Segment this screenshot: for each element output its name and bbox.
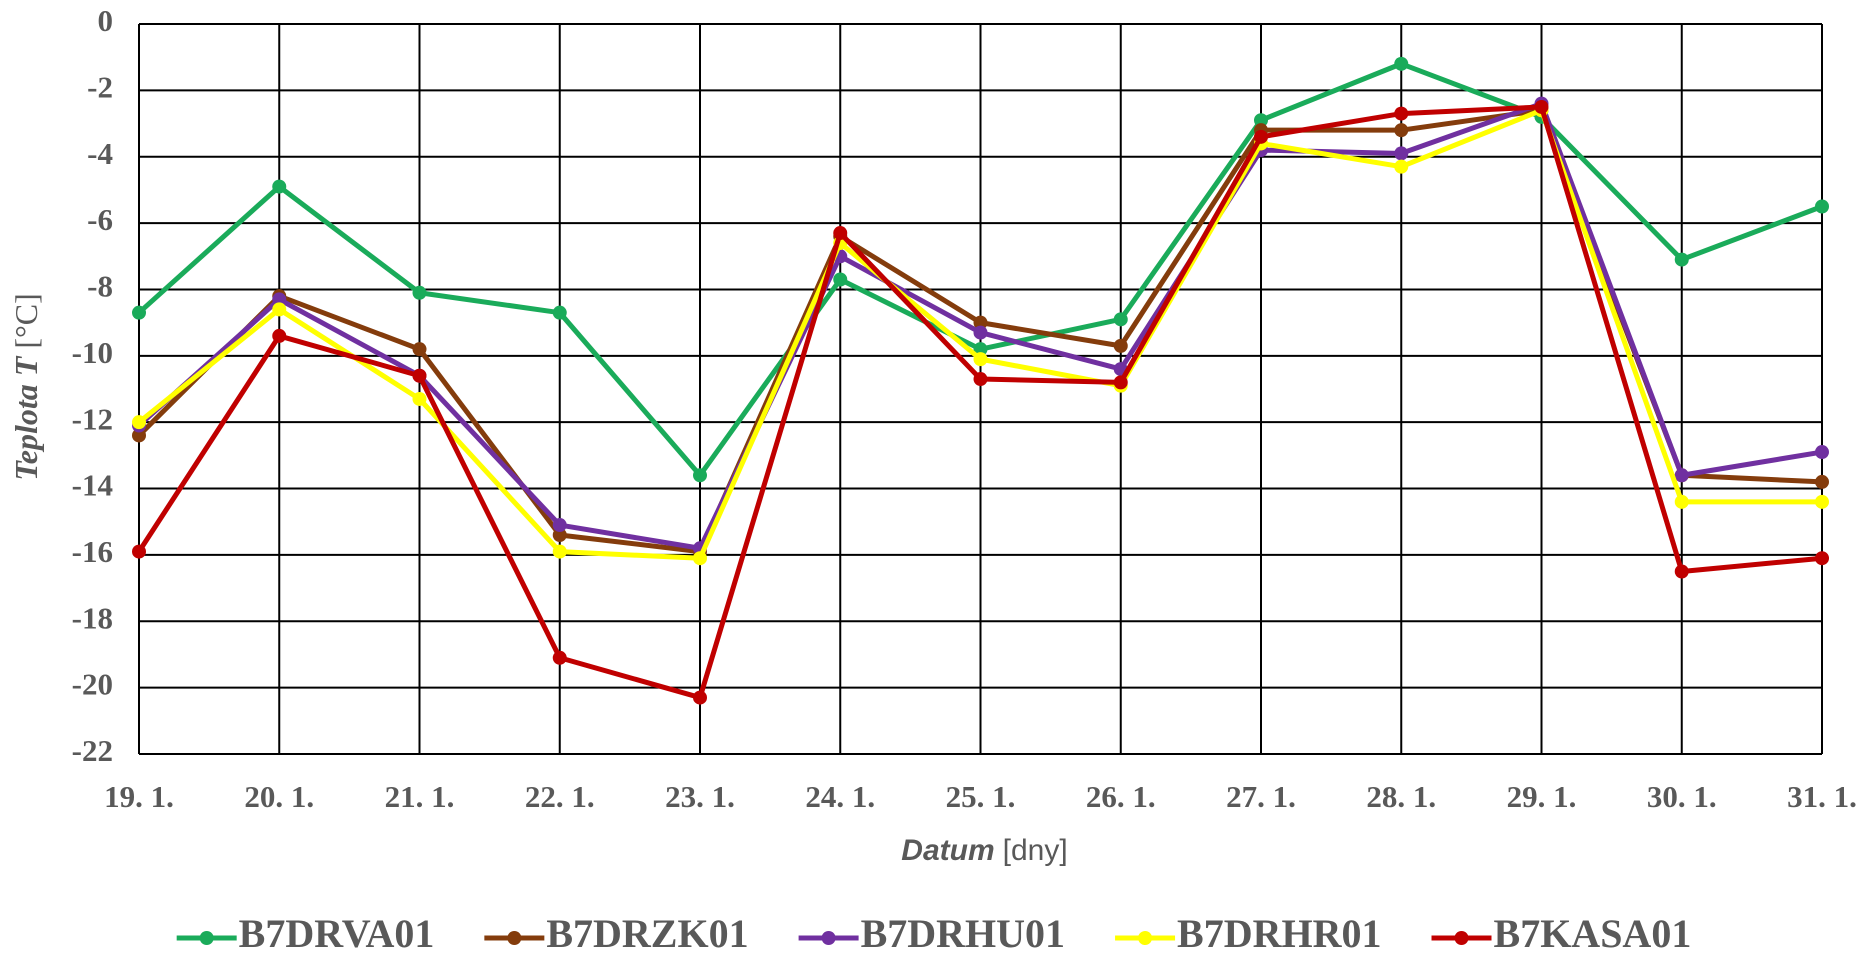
x-label-main: Datum	[901, 834, 994, 867]
data-point	[1394, 106, 1409, 121]
x-tick-label: 24. 1.	[805, 779, 875, 814]
legend-marker	[1454, 931, 1469, 945]
data-point	[1254, 113, 1268, 128]
x-tick-label: 30. 1.	[1647, 779, 1717, 814]
x-tick-label: 28. 1.	[1366, 779, 1436, 814]
y-tick-label: -12	[72, 401, 113, 436]
data-point	[1534, 99, 1549, 114]
y-label-main: Teplota T	[8, 355, 44, 481]
data-point	[272, 328, 287, 343]
data-point	[1394, 159, 1409, 174]
data-point	[412, 391, 427, 406]
data-point	[1394, 56, 1409, 71]
y-tick-label: 0	[98, 3, 114, 38]
x-tick-label: 25. 1.	[946, 779, 1016, 814]
data-point	[973, 325, 988, 340]
data-point	[1394, 146, 1409, 161]
legend-marker	[199, 931, 214, 945]
legend-label: B7DRHU01	[861, 911, 1065, 956]
data-point	[1674, 564, 1689, 579]
x-tick-label: 31. 1.	[1787, 779, 1857, 814]
data-point	[833, 226, 848, 241]
data-point	[1815, 551, 1829, 566]
data-point	[973, 315, 988, 330]
data-point	[552, 528, 567, 542]
data-point	[552, 305, 567, 320]
data-point	[1815, 474, 1829, 489]
data-point	[1254, 129, 1268, 144]
y-tick-label: -10	[72, 335, 113, 370]
legend-marker	[821, 931, 836, 945]
y-tick-label: -2	[87, 69, 113, 104]
data-point	[412, 342, 427, 357]
data-point	[693, 551, 707, 566]
data-point	[272, 302, 287, 317]
legend-label: B7DRHR01	[1177, 911, 1381, 956]
legend-label: B7KASA01	[1494, 911, 1692, 956]
x-tick-label: 20. 1.	[244, 779, 314, 814]
y-tick-label: -18	[72, 600, 113, 635]
data-point	[973, 372, 988, 387]
data-point	[693, 690, 707, 705]
x-tick-label: 27. 1.	[1226, 779, 1296, 814]
data-point	[132, 305, 146, 320]
x-axis-label: Datum [dny]	[901, 834, 1067, 867]
data-point	[132, 415, 146, 430]
legend-marker	[507, 931, 522, 945]
legend-label: B7DRZK01	[546, 911, 748, 956]
y-label-unit: [°C]	[8, 293, 44, 348]
data-point	[1113, 312, 1128, 327]
y-tick-label: -4	[87, 136, 113, 171]
x-tick-label: 23. 1.	[665, 779, 735, 814]
y-axis-label: Teplota T [°C]	[8, 293, 44, 481]
legend-label: B7DRVA01	[239, 911, 435, 956]
data-point	[132, 544, 146, 559]
data-point	[552, 544, 567, 559]
data-point	[1113, 375, 1128, 390]
x-tick-label: 29. 1.	[1507, 779, 1577, 814]
data-point	[1815, 199, 1829, 214]
data-point	[412, 368, 427, 383]
y-tick-label: -20	[72, 667, 113, 702]
x-tick-label: 19. 1.	[104, 779, 174, 814]
data-point	[412, 285, 427, 300]
data-point	[1394, 123, 1409, 138]
data-point	[693, 468, 707, 483]
y-tick-label: -6	[87, 202, 113, 237]
data-point	[1674, 494, 1689, 509]
y-tick-label: -14	[72, 468, 113, 503]
y-tick-label: -22	[72, 733, 113, 768]
legend-marker	[1138, 931, 1153, 945]
x-tick-label: 21. 1.	[385, 779, 455, 814]
data-point	[1113, 338, 1128, 353]
data-point	[973, 352, 988, 367]
data-point	[1815, 445, 1829, 460]
data-point	[1815, 494, 1829, 509]
x-tick-label: 22. 1.	[525, 779, 595, 814]
data-point	[833, 272, 848, 287]
data-point	[132, 428, 146, 443]
data-point	[272, 179, 287, 194]
y-tick-label: -16	[72, 534, 113, 569]
x-tick-label: 26. 1.	[1086, 779, 1156, 814]
legend: B7DRVA01 B7DRZK01 B7DRHU01 B7DRHR01 B7KASA01	[176, 911, 1692, 956]
x-label-unit: [dny]	[1003, 834, 1068, 867]
data-point	[1674, 252, 1689, 267]
data-point	[272, 292, 287, 307]
y-tick-label: -8	[87, 269, 113, 304]
data-point	[552, 650, 567, 665]
data-point	[552, 518, 567, 533]
data-point	[1674, 468, 1689, 483]
data-point	[973, 342, 988, 357]
